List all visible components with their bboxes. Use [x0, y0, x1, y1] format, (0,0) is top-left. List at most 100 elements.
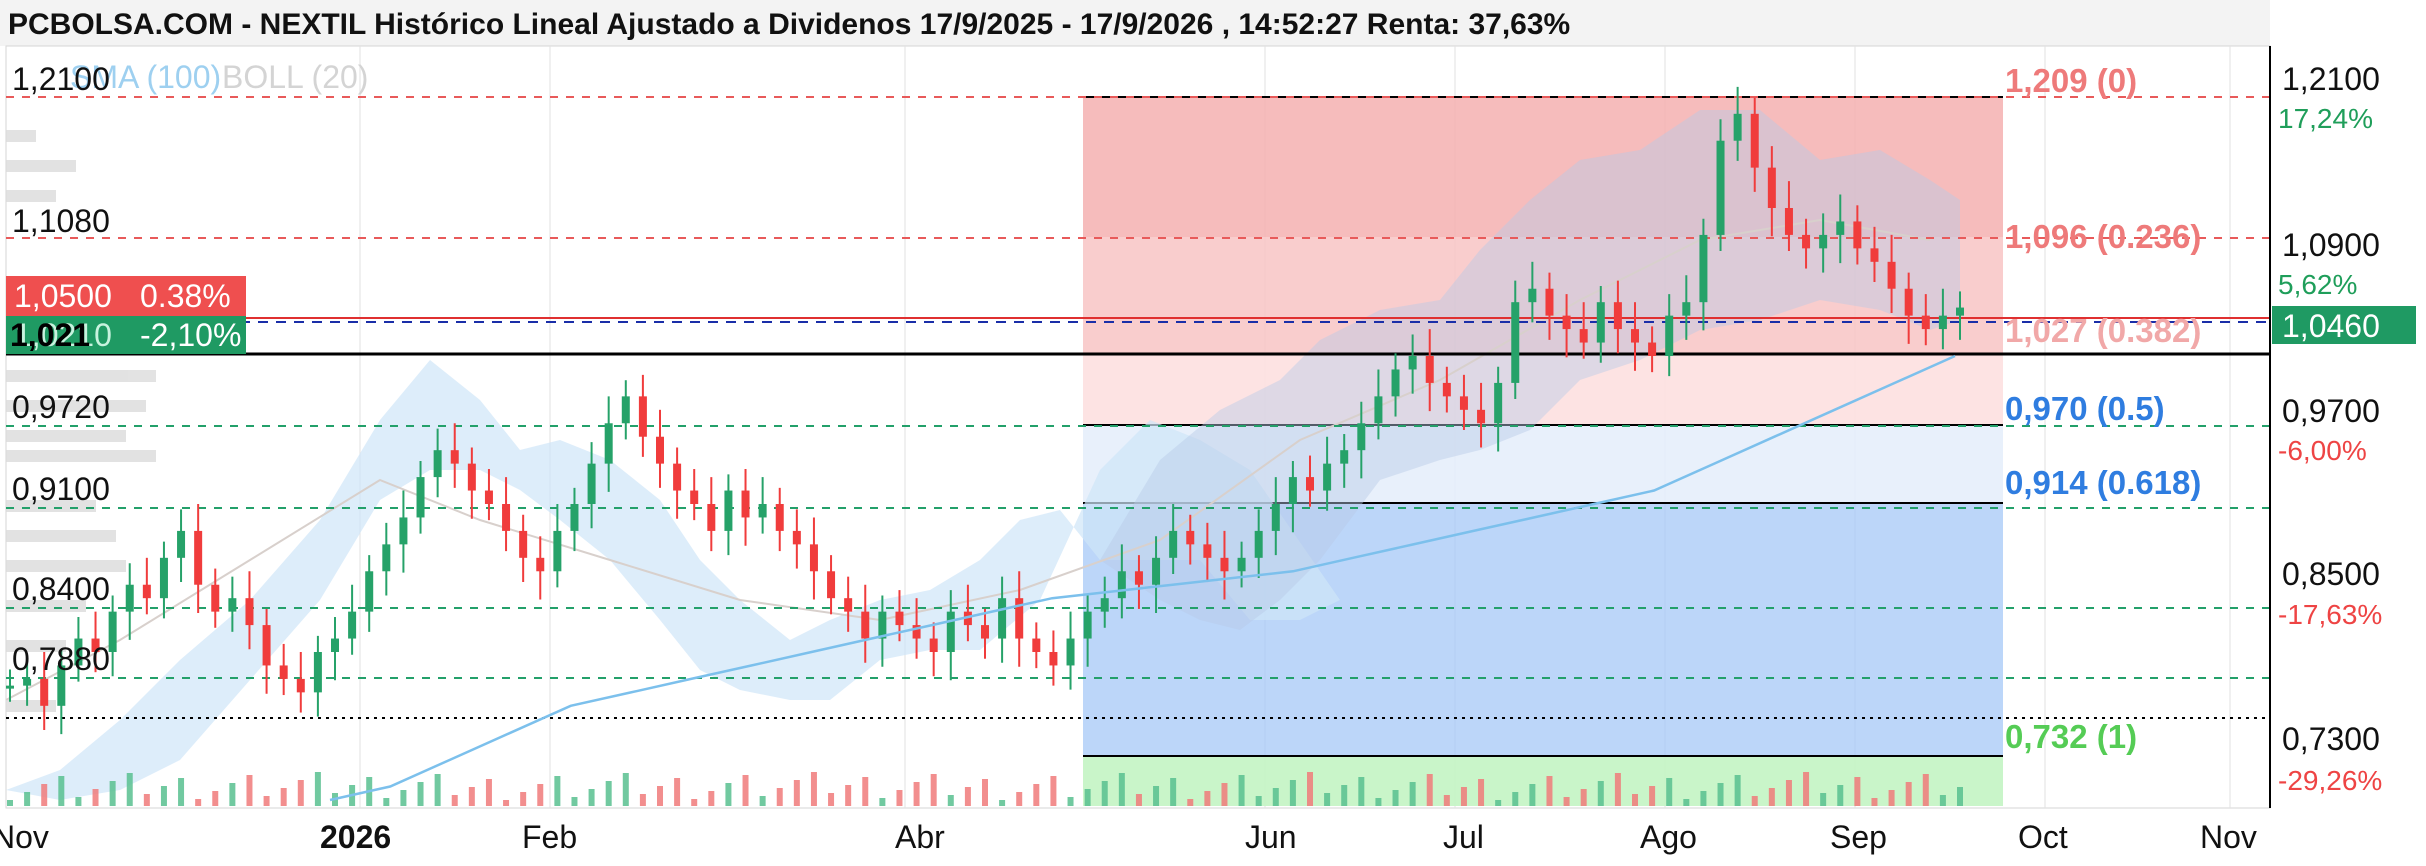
candle-body — [484, 490, 493, 504]
axis-price: 0,9700 — [2282, 393, 2380, 429]
volume-bar — [1341, 785, 1348, 806]
volume-bar — [1135, 794, 1142, 806]
candle-body — [1169, 530, 1178, 558]
right-axis-prices: 1,2100 1,0900 0,9700 0,8500 0,7300 — [2282, 61, 2380, 757]
volume-bar — [1238, 775, 1245, 806]
volume-bar — [1546, 776, 1553, 806]
candle-body — [1117, 571, 1126, 599]
volume-bar — [1649, 786, 1656, 806]
candle-body — [1665, 315, 1674, 356]
candle-body — [1733, 113, 1742, 141]
candle-body — [1203, 544, 1212, 558]
candle-body — [6, 685, 14, 689]
axis-pct: -17,63% — [2278, 599, 2382, 630]
volume-bar — [1255, 796, 1262, 806]
candle-body — [1186, 530, 1195, 545]
volume-bar — [400, 790, 407, 806]
volume-bar — [229, 783, 236, 806]
x-tick: Nov — [2200, 819, 2257, 855]
volume-bar — [1478, 779, 1485, 806]
volume-bar — [1358, 777, 1365, 806]
x-tick: 2026 — [320, 819, 391, 855]
candle-body — [228, 598, 237, 612]
volume-bar — [1324, 793, 1331, 806]
axis-price: 0,7300 — [2282, 721, 2380, 757]
candle-body — [878, 611, 887, 639]
title-bar — [0, 0, 2270, 46]
volume-bar — [1632, 794, 1638, 806]
volume-bar — [1101, 781, 1108, 806]
volume-bar — [1768, 788, 1775, 806]
candle-body — [1528, 288, 1537, 303]
candle-body — [194, 530, 203, 585]
candle-body — [1459, 396, 1468, 410]
volume-bar — [1563, 797, 1570, 806]
fib-label: 0,732 (1) — [2005, 718, 2137, 755]
candle-body — [125, 584, 134, 612]
axis-pct: -6,00% — [2278, 435, 2367, 466]
candle-body — [1015, 598, 1024, 639]
candle-body — [656, 436, 664, 464]
volume-bar — [1221, 783, 1228, 806]
candle-body — [159, 557, 168, 599]
volume-bar — [1734, 775, 1741, 806]
volume-bar — [1837, 785, 1844, 806]
volume-bar — [58, 776, 65, 806]
price-badge-lower: 1,0210 -2,10% 1,021 — [6, 316, 246, 354]
candle-body — [1408, 356, 1417, 370]
svg-text:1,021: 1,021 — [10, 317, 90, 353]
volume-bar — [1512, 792, 1519, 806]
candle-body — [91, 638, 100, 652]
volume-bar — [417, 782, 424, 806]
fibonacci-zones — [1083, 96, 2003, 806]
volume-bar — [1033, 784, 1040, 806]
volume-bar — [708, 791, 715, 806]
axis-pct: -29,26% — [2278, 765, 2382, 796]
volume-bar — [434, 774, 441, 806]
candle-body — [1802, 234, 1811, 249]
volume-bar — [1905, 782, 1912, 806]
volume-bar — [468, 787, 475, 806]
candle-body — [998, 598, 1007, 639]
volume-bar — [1170, 778, 1177, 806]
volume-bar — [622, 773, 629, 806]
volume-bar — [896, 790, 903, 806]
left-label: 0,9100 — [12, 471, 110, 507]
candle-body — [467, 463, 476, 491]
candle-body — [1357, 423, 1366, 451]
axis-price: 1,2100 — [2282, 61, 2380, 97]
candle-body — [1853, 221, 1862, 249]
axis-pct: 5,62% — [2278, 269, 2357, 300]
candle-body — [1066, 638, 1075, 666]
fibonacci-labels: 1,209 (0) 1,096 (0.236) 1,027 (0.382) 0,… — [2005, 62, 2201, 755]
candle-body — [1887, 261, 1896, 289]
legend-sma: SMA (100) — [70, 59, 221, 95]
candle-body — [40, 678, 49, 706]
candle-body — [450, 450, 459, 464]
candle-body — [1254, 530, 1263, 558]
candle-body — [1870, 248, 1879, 262]
axis-price: 1,0900 — [2282, 227, 2380, 263]
volume-bar — [1272, 788, 1279, 806]
volume-bar — [571, 797, 578, 806]
candle-body — [108, 611, 117, 652]
volume-bar — [1751, 796, 1758, 806]
volume-bar — [109, 781, 116, 806]
candle-body — [1579, 329, 1588, 343]
candle-body — [827, 571, 836, 599]
left-label: 0,9720 — [12, 389, 110, 425]
volume-bar — [1957, 787, 1963, 806]
candle-body — [1220, 557, 1229, 572]
candle-body — [861, 611, 870, 639]
candle-body — [1442, 382, 1451, 397]
volume-bar — [92, 789, 99, 806]
candle-body — [1271, 504, 1280, 531]
candlestick-series — [6, 86, 1964, 735]
candle-body — [1100, 598, 1109, 612]
sma-100-line — [329, 354, 1956, 802]
candle-body — [1340, 450, 1349, 464]
candle-body — [1562, 315, 1571, 330]
x-tick: Jul — [1443, 819, 1484, 855]
candle-body — [382, 544, 391, 572]
volume-bar — [520, 792, 527, 806]
